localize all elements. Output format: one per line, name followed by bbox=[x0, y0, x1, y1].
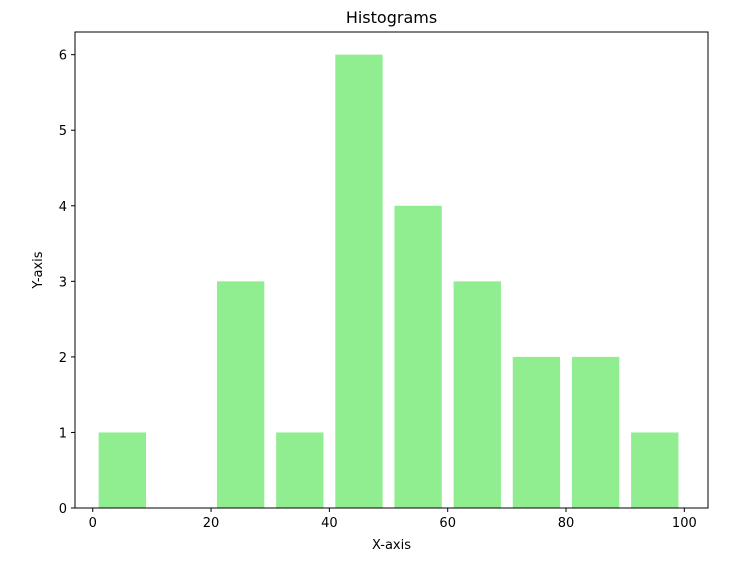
histogram-bar bbox=[276, 432, 324, 508]
x-tick-label: 0 bbox=[89, 516, 97, 531]
x-tick-label: 60 bbox=[439, 516, 456, 531]
y-tick-label: 2 bbox=[59, 351, 67, 366]
histogram-bar bbox=[335, 54, 383, 509]
x-tick-label: 40 bbox=[321, 516, 338, 531]
y-tick-label: 0 bbox=[59, 502, 67, 517]
x-tick-label: 100 bbox=[672, 516, 697, 531]
plot-frame bbox=[74, 31, 709, 509]
histogram-bar bbox=[98, 432, 146, 508]
y-tick-label: 5 bbox=[59, 124, 67, 139]
x-tick-label: 80 bbox=[558, 516, 575, 531]
y-axis-label: Y-axis bbox=[31, 251, 46, 289]
x-axis-ticks: 0 20 40 60 80 100 bbox=[89, 508, 697, 531]
y-tick-label: 6 bbox=[59, 49, 67, 64]
y-axis-ticks: 0 1 2 3 4 5 6 bbox=[59, 49, 75, 517]
histogram-bar bbox=[631, 432, 679, 508]
x-tick-label: 20 bbox=[203, 516, 220, 531]
bars-group bbox=[98, 54, 679, 509]
histogram-bar bbox=[453, 281, 501, 508]
histogram-bar bbox=[216, 281, 265, 508]
histogram-bar bbox=[512, 356, 561, 508]
x-axis-label: X-axis bbox=[372, 538, 411, 553]
y-tick-label: 3 bbox=[59, 275, 67, 290]
histogram-bar bbox=[394, 205, 442, 508]
y-tick-label: 4 bbox=[59, 200, 67, 215]
chart-title: Histograms bbox=[346, 8, 437, 27]
y-tick-label: 1 bbox=[59, 426, 67, 441]
histogram-bar bbox=[571, 356, 620, 508]
